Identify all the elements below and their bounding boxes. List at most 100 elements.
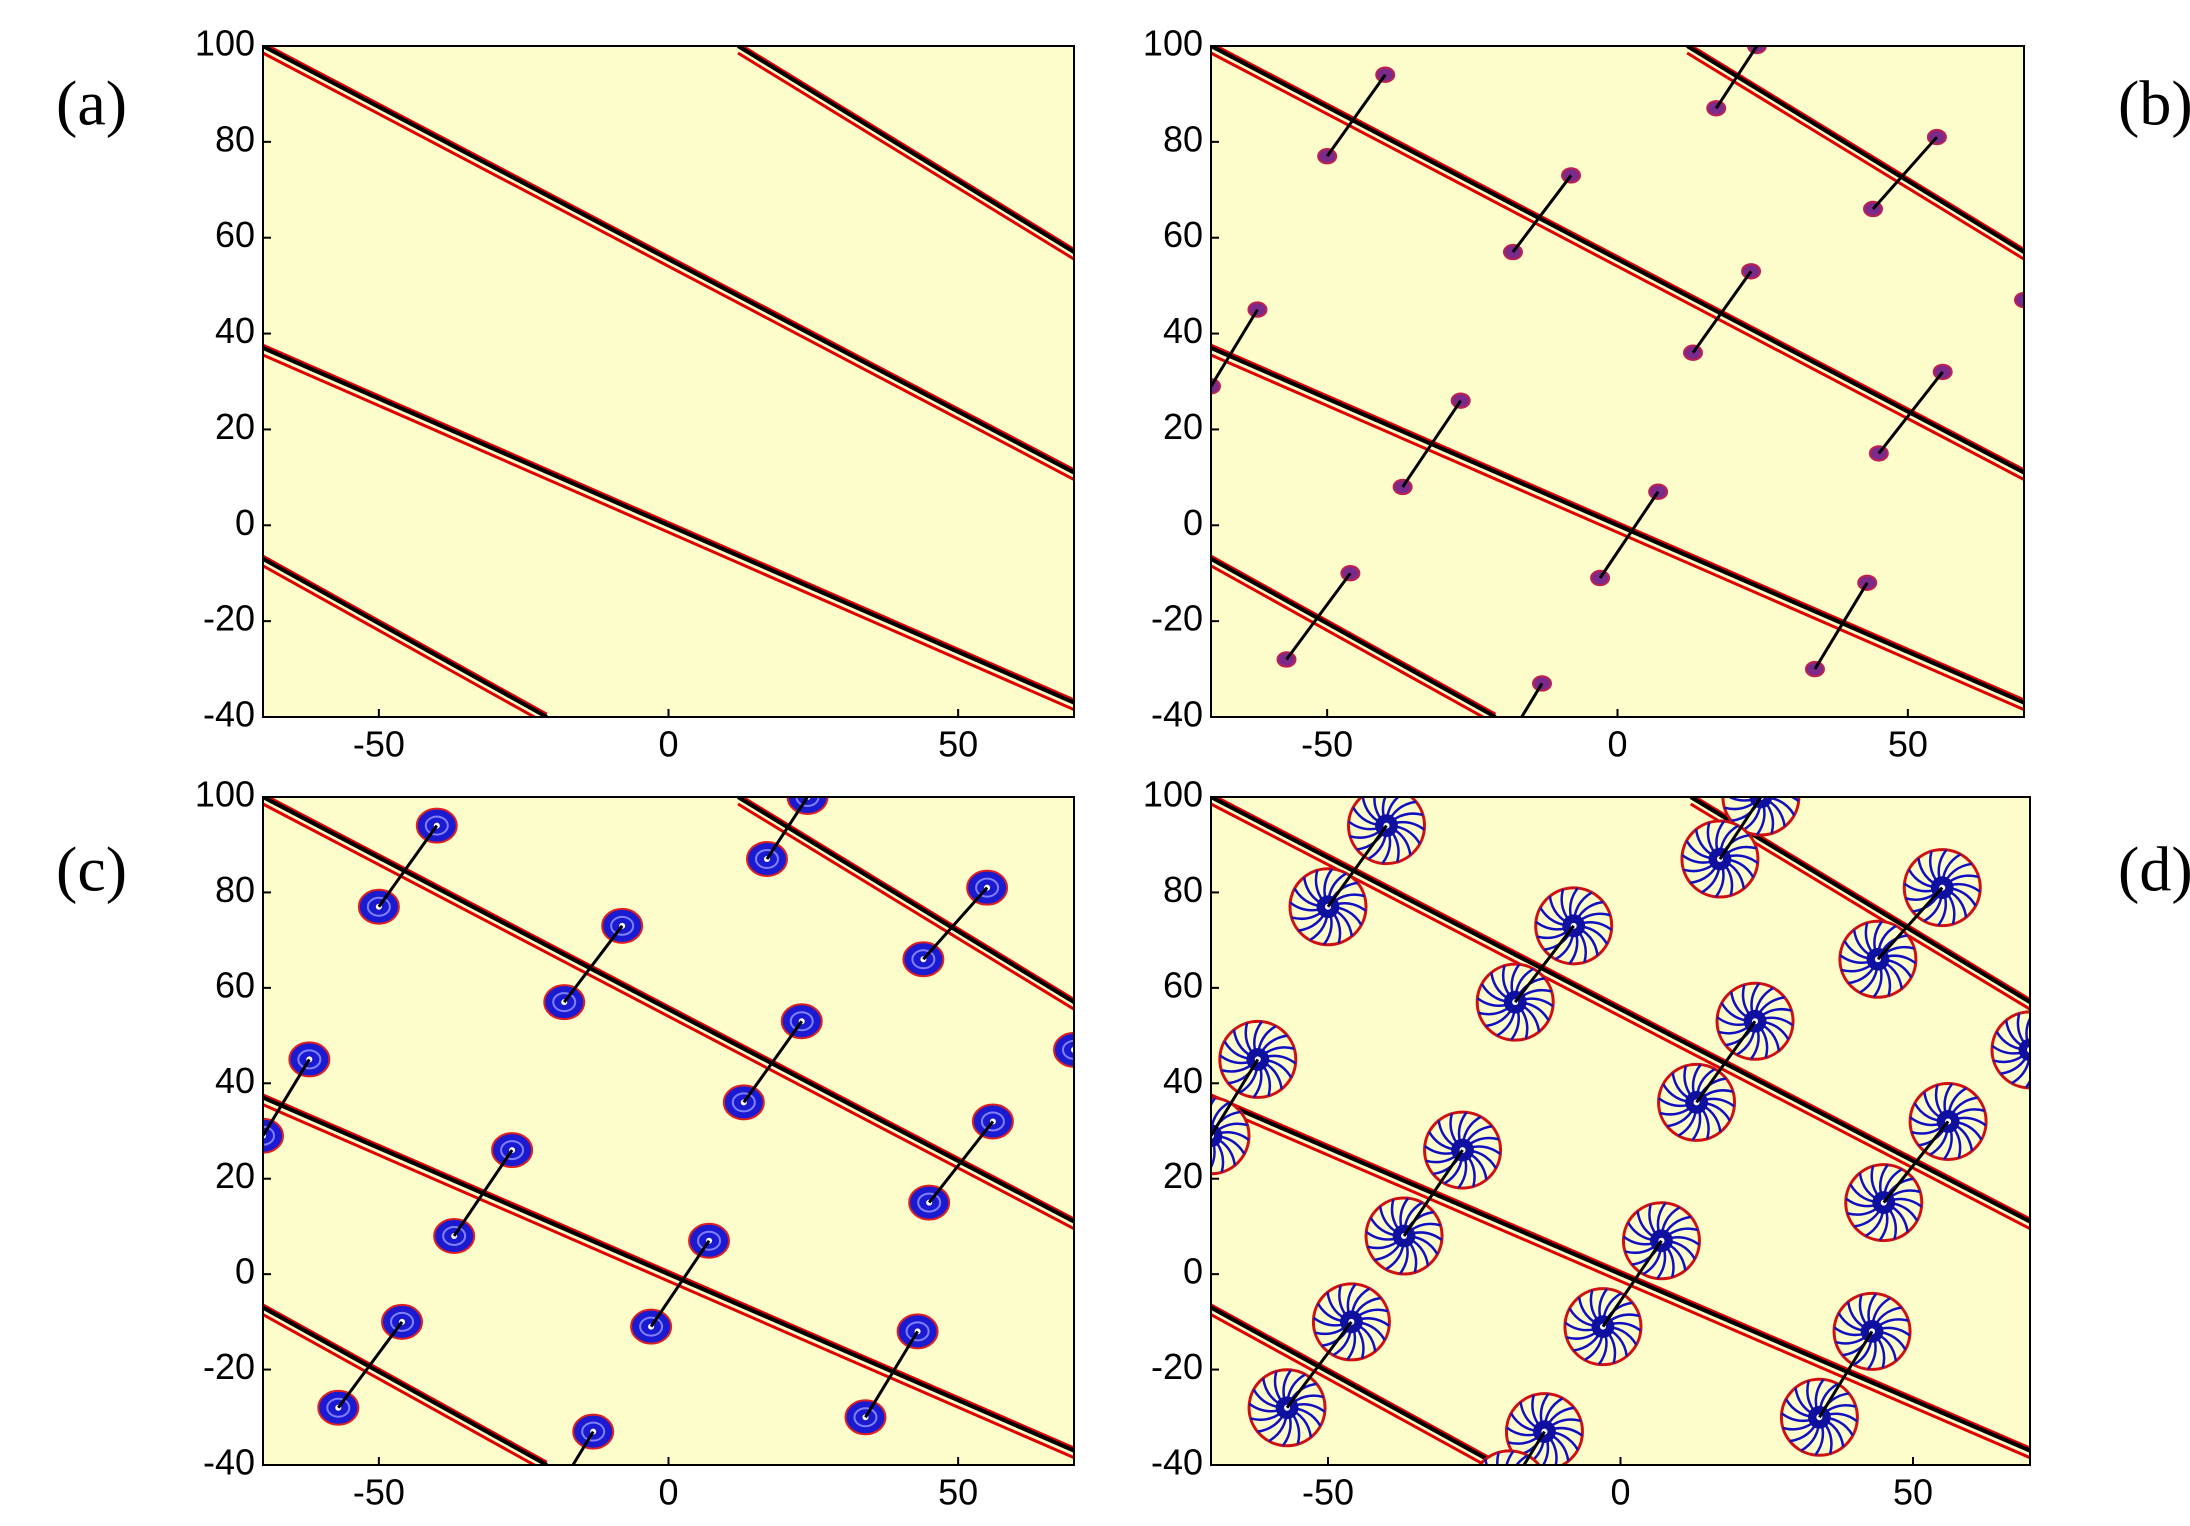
vortex-ring: [754, 849, 779, 870]
pair-link: [1285, 572, 1352, 661]
vortex: [1990, 1010, 2030, 1090]
pair-link: [649, 1239, 711, 1328]
vortex-core: [1498, 734, 1516, 748]
wall: [263, 557, 548, 717]
pair-link: [1871, 136, 1939, 210]
x-tick-label: -50: [1302, 1472, 1354, 1513]
wall-red: [263, 1313, 538, 1465]
pair-link: [1325, 73, 1387, 158]
vortex-arm: [1760, 797, 1763, 798]
wall: [1211, 1095, 2030, 1453]
vortex-arm: [1472, 1485, 1510, 1493]
vortex: [1932, 363, 1953, 381]
vortex-arm: [1509, 1489, 1521, 1525]
x-tick-label: 50: [1893, 1472, 1933, 1513]
vortex-ring: [326, 1397, 351, 1418]
pair-link: [1326, 824, 1388, 908]
wall-red: [1211, 1103, 2030, 1460]
vortex-ring: [610, 915, 635, 936]
pair-link: [864, 1330, 919, 1419]
y-tick-label: 100: [195, 774, 255, 815]
wall-red: [263, 1303, 548, 1464]
y-tick-label: 20: [215, 406, 255, 447]
vortex-arm: [1749, 797, 1761, 799]
wall-red: [1211, 353, 2024, 711]
wall: [263, 46, 1074, 475]
vortex-arm: [1505, 1450, 1515, 1465]
vortex-ring: [905, 1321, 930, 1342]
y-tick-label: 0: [235, 502, 255, 543]
pair-link: [1718, 797, 1763, 860]
vortex-core: [1932, 363, 1953, 381]
vortex-arm: [2029, 1048, 2030, 1050]
vortex-ring: [547, 1480, 569, 1498]
x-tick-label: 0: [658, 724, 678, 765]
vortex-arm: [1211, 1135, 1212, 1138]
vortex-ring: [1062, 1039, 1074, 1060]
vortex-arm: [2028, 1046, 2030, 1050]
y-tick-label: 0: [235, 1251, 255, 1292]
vortex-arm: [1760, 797, 1763, 798]
vortex-arm: [1505, 1489, 1513, 1526]
vortex-ring: [917, 1192, 942, 1213]
vortex-arm: [1211, 1133, 1212, 1136]
wall: [1686, 46, 2024, 254]
pair-link: [1876, 886, 1944, 961]
panel: -50 0 50 -40 -20 0 20 40 60 80 100 (d): [1143, 774, 2190, 1526]
vortex-core: [2014, 291, 2024, 309]
panel-label: (b): [2118, 68, 2190, 139]
vortex-arm: [1476, 1471, 1509, 1489]
vortex-core: [1498, 1477, 1521, 1500]
vortex-disc: [1990, 1010, 2030, 1090]
y-tick-label: -40: [203, 694, 255, 735]
vortex-arm: [1211, 1135, 1212, 1138]
y-tick-label: -20: [1151, 1346, 1203, 1387]
y-tick-label: 20: [1163, 1155, 1203, 1196]
x-tick-label: 50: [1888, 724, 1928, 765]
pair-link: [927, 1120, 995, 1204]
wall: [263, 1095, 1074, 1453]
vortex-arm: [2029, 1049, 2030, 1052]
x-tick-label: -50: [353, 1472, 405, 1513]
wall-red: [1211, 564, 1487, 717]
vortex-core: [538, 1472, 578, 1506]
wall: [1211, 557, 1497, 717]
pair-link: [1511, 174, 1573, 253]
pair-link: [1522, 1430, 1546, 1465]
wall-red: [740, 797, 1074, 1001]
vortex: [2014, 291, 2024, 309]
wall: [263, 346, 1074, 705]
pair-link: [1211, 308, 1259, 388]
plot-area: [263, 46, 1074, 717]
vortex: [1211, 1096, 1251, 1176]
vortex-arm: [1760, 797, 1763, 798]
vortex-arm: [1532, 1463, 1539, 1465]
y-tick-label: 0: [1183, 1251, 1203, 1292]
vortex-ring: [911, 949, 936, 970]
wall-red: [1214, 46, 2024, 471]
vortex-arm: [2028, 1038, 2030, 1050]
vortex-arm: [1759, 797, 1761, 798]
vortex-ring: [581, 1421, 606, 1442]
wall: [736, 46, 1074, 254]
x-tick-label: -50: [353, 724, 405, 765]
wall: [1211, 346, 2024, 705]
vortex-arm: [1509, 1489, 1542, 1507]
pair-link: [1882, 1120, 1950, 1204]
y-tick-label: -20: [203, 1346, 255, 1387]
vortex-arm: [1211, 1134, 1212, 1136]
y-tick-label: -40: [1151, 1442, 1203, 1483]
vortex-arm: [1484, 1459, 1489, 1465]
panel: -50 0 50 -40 -20 0 20 40 60 80 100 (a): [56, 23, 1075, 765]
panel-label: (c): [56, 834, 127, 905]
vortex-ring: [853, 1407, 878, 1428]
vortex: [1450, 392, 1471, 409]
vortex-arm: [1496, 1452, 1500, 1465]
pair-link: [765, 797, 809, 860]
plot-background: [1211, 46, 2024, 717]
pair-link: [1695, 1020, 1757, 1104]
vortex-arm: [1509, 1477, 1545, 1489]
wall: [1211, 1305, 1499, 1465]
vortex-ring: [390, 1311, 415, 1332]
